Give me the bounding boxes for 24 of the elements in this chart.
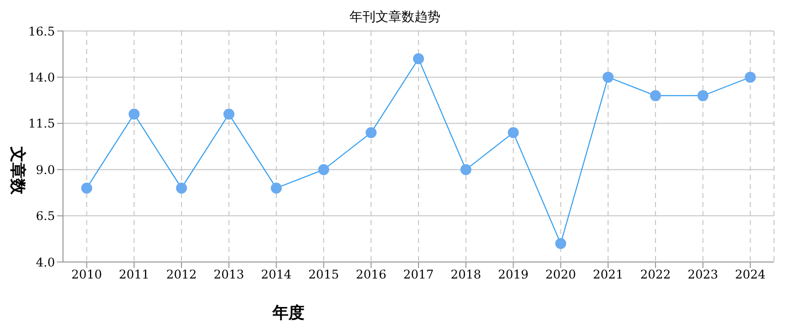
chart-title: 年刊文章数趋势 <box>348 9 442 26</box>
x-tick-label: 2024 <box>735 268 766 282</box>
y-tick-label: 6.5 <box>36 209 55 224</box>
x-tick-label: 2018 <box>450 268 482 282</box>
x-tick-label: 2022 <box>640 268 671 282</box>
x-tick-label: 2014 <box>261 268 292 282</box>
y-tick-label: 11.5 <box>28 116 55 131</box>
x-tick-label: 2017 <box>403 268 434 282</box>
x-tick-label: 2016 <box>356 268 386 282</box>
y-tick-label: 4.0 <box>36 255 55 270</box>
x-tick-label: 2023 <box>688 268 718 282</box>
x-tick-label: 2012 <box>166 268 197 282</box>
y-tick-label: 9.0 <box>36 162 55 177</box>
x-tick-label: 2010 <box>71 268 102 282</box>
x-tick-label: 2019 <box>498 268 529 282</box>
x-tick-label: 2015 <box>308 268 339 282</box>
x-tick-label: 2011 <box>118 268 150 282</box>
y-tick-label: 16.5 <box>28 24 55 38</box>
x-axis-title: 年度 <box>272 303 304 322</box>
x-tick-label: 2013 <box>214 268 244 282</box>
x-tick-label: 2020 <box>545 268 576 282</box>
y-tick-label: 14.0 <box>28 70 55 84</box>
y-axis-title: 文章数 <box>8 146 28 196</box>
x-tick-label: 2021 <box>592 268 624 282</box>
